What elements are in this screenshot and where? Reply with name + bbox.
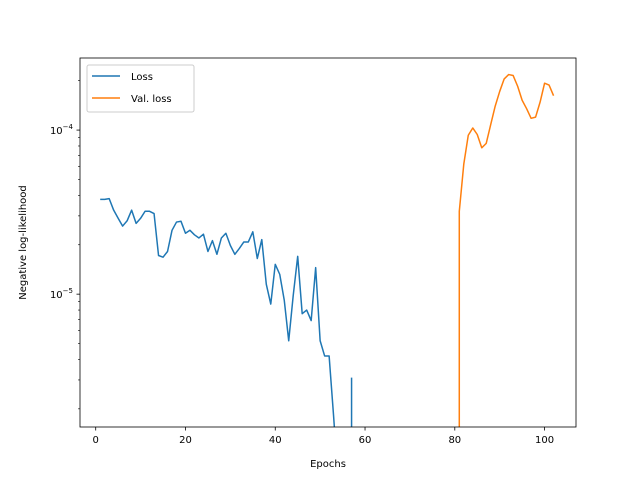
x-tick-label: 60 xyxy=(359,435,372,446)
legend-label-val-loss: Val. loss xyxy=(131,94,172,105)
y-tick-label: 10−5 xyxy=(50,287,73,301)
legend: Loss Val. loss xyxy=(86,64,195,113)
x-tick-label: 20 xyxy=(179,435,192,446)
series-line-val-loss xyxy=(458,73,555,427)
y-axis: 10−5 10−4 xyxy=(50,80,80,410)
x-tick-label: 100 xyxy=(535,435,554,446)
series-line-loss xyxy=(100,197,336,427)
x-tick-label: 40 xyxy=(269,435,282,446)
series-layer xyxy=(100,73,555,427)
plot-frame xyxy=(79,57,577,428)
x-tick-label: 80 xyxy=(448,435,461,446)
x-tick-label: 0 xyxy=(93,435,99,446)
x-axis: 0 20 40 60 80 100 xyxy=(93,427,554,446)
y-axis-label: Negative log-likelihood xyxy=(18,185,29,300)
y-tick-label: 10−4 xyxy=(50,123,74,137)
legend-label-loss: Loss xyxy=(131,72,153,83)
x-axis-label: Epochs xyxy=(310,459,346,470)
